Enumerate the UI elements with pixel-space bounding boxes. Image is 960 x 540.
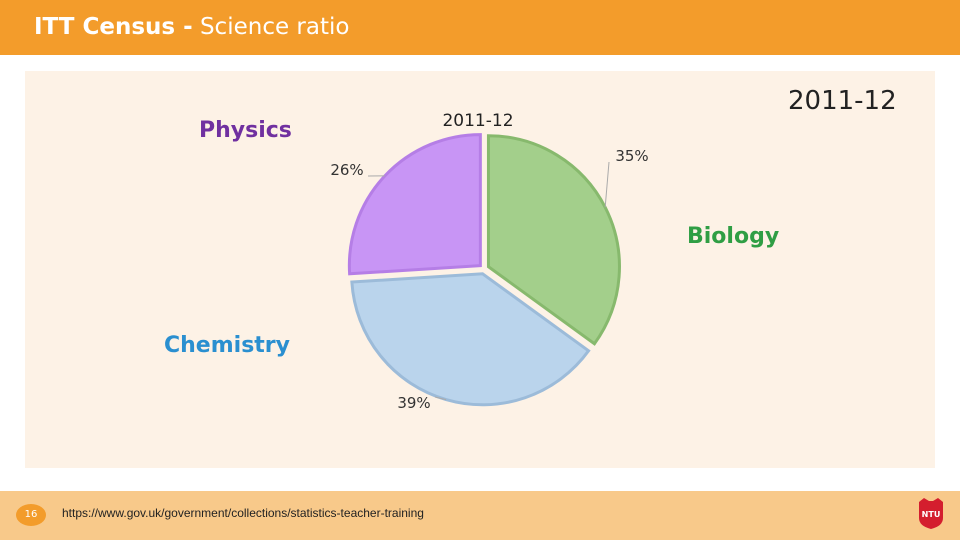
label-biology: Biology bbox=[687, 224, 780, 249]
year-label: 2011-12 bbox=[788, 86, 897, 116]
slide-title-rest: Science ratio bbox=[192, 14, 350, 40]
slide-title-bold: ITT Census - bbox=[34, 14, 193, 40]
slide-title: ITT Census - Science ratio bbox=[34, 14, 349, 40]
page-number: 16 bbox=[16, 504, 46, 526]
value-label-chemistry: 39% bbox=[397, 394, 430, 412]
header-bar: ITT Census - Science ratio bbox=[0, 0, 960, 55]
label-physics: Physics bbox=[199, 118, 292, 143]
pie-slice-physics bbox=[347, 133, 482, 276]
label-chemistry: Chemistry bbox=[164, 333, 290, 358]
source-link[interactable]: https://www.gov.uk/government/collection… bbox=[62, 506, 424, 520]
pie-slice-biology bbox=[486, 134, 621, 346]
pie-slice-chemistry bbox=[350, 272, 591, 407]
callout-line-chemistry bbox=[434, 396, 447, 401]
chart-title: 2011-12 bbox=[442, 111, 513, 131]
value-label-biology: 35% bbox=[615, 147, 648, 165]
ntu-logo-icon: NTU bbox=[919, 498, 943, 529]
footer-bar bbox=[0, 491, 960, 540]
callout-line-biology bbox=[604, 161, 610, 208]
value-label-physics: 26% bbox=[330, 161, 363, 179]
svg-text:NTU: NTU bbox=[922, 510, 941, 519]
